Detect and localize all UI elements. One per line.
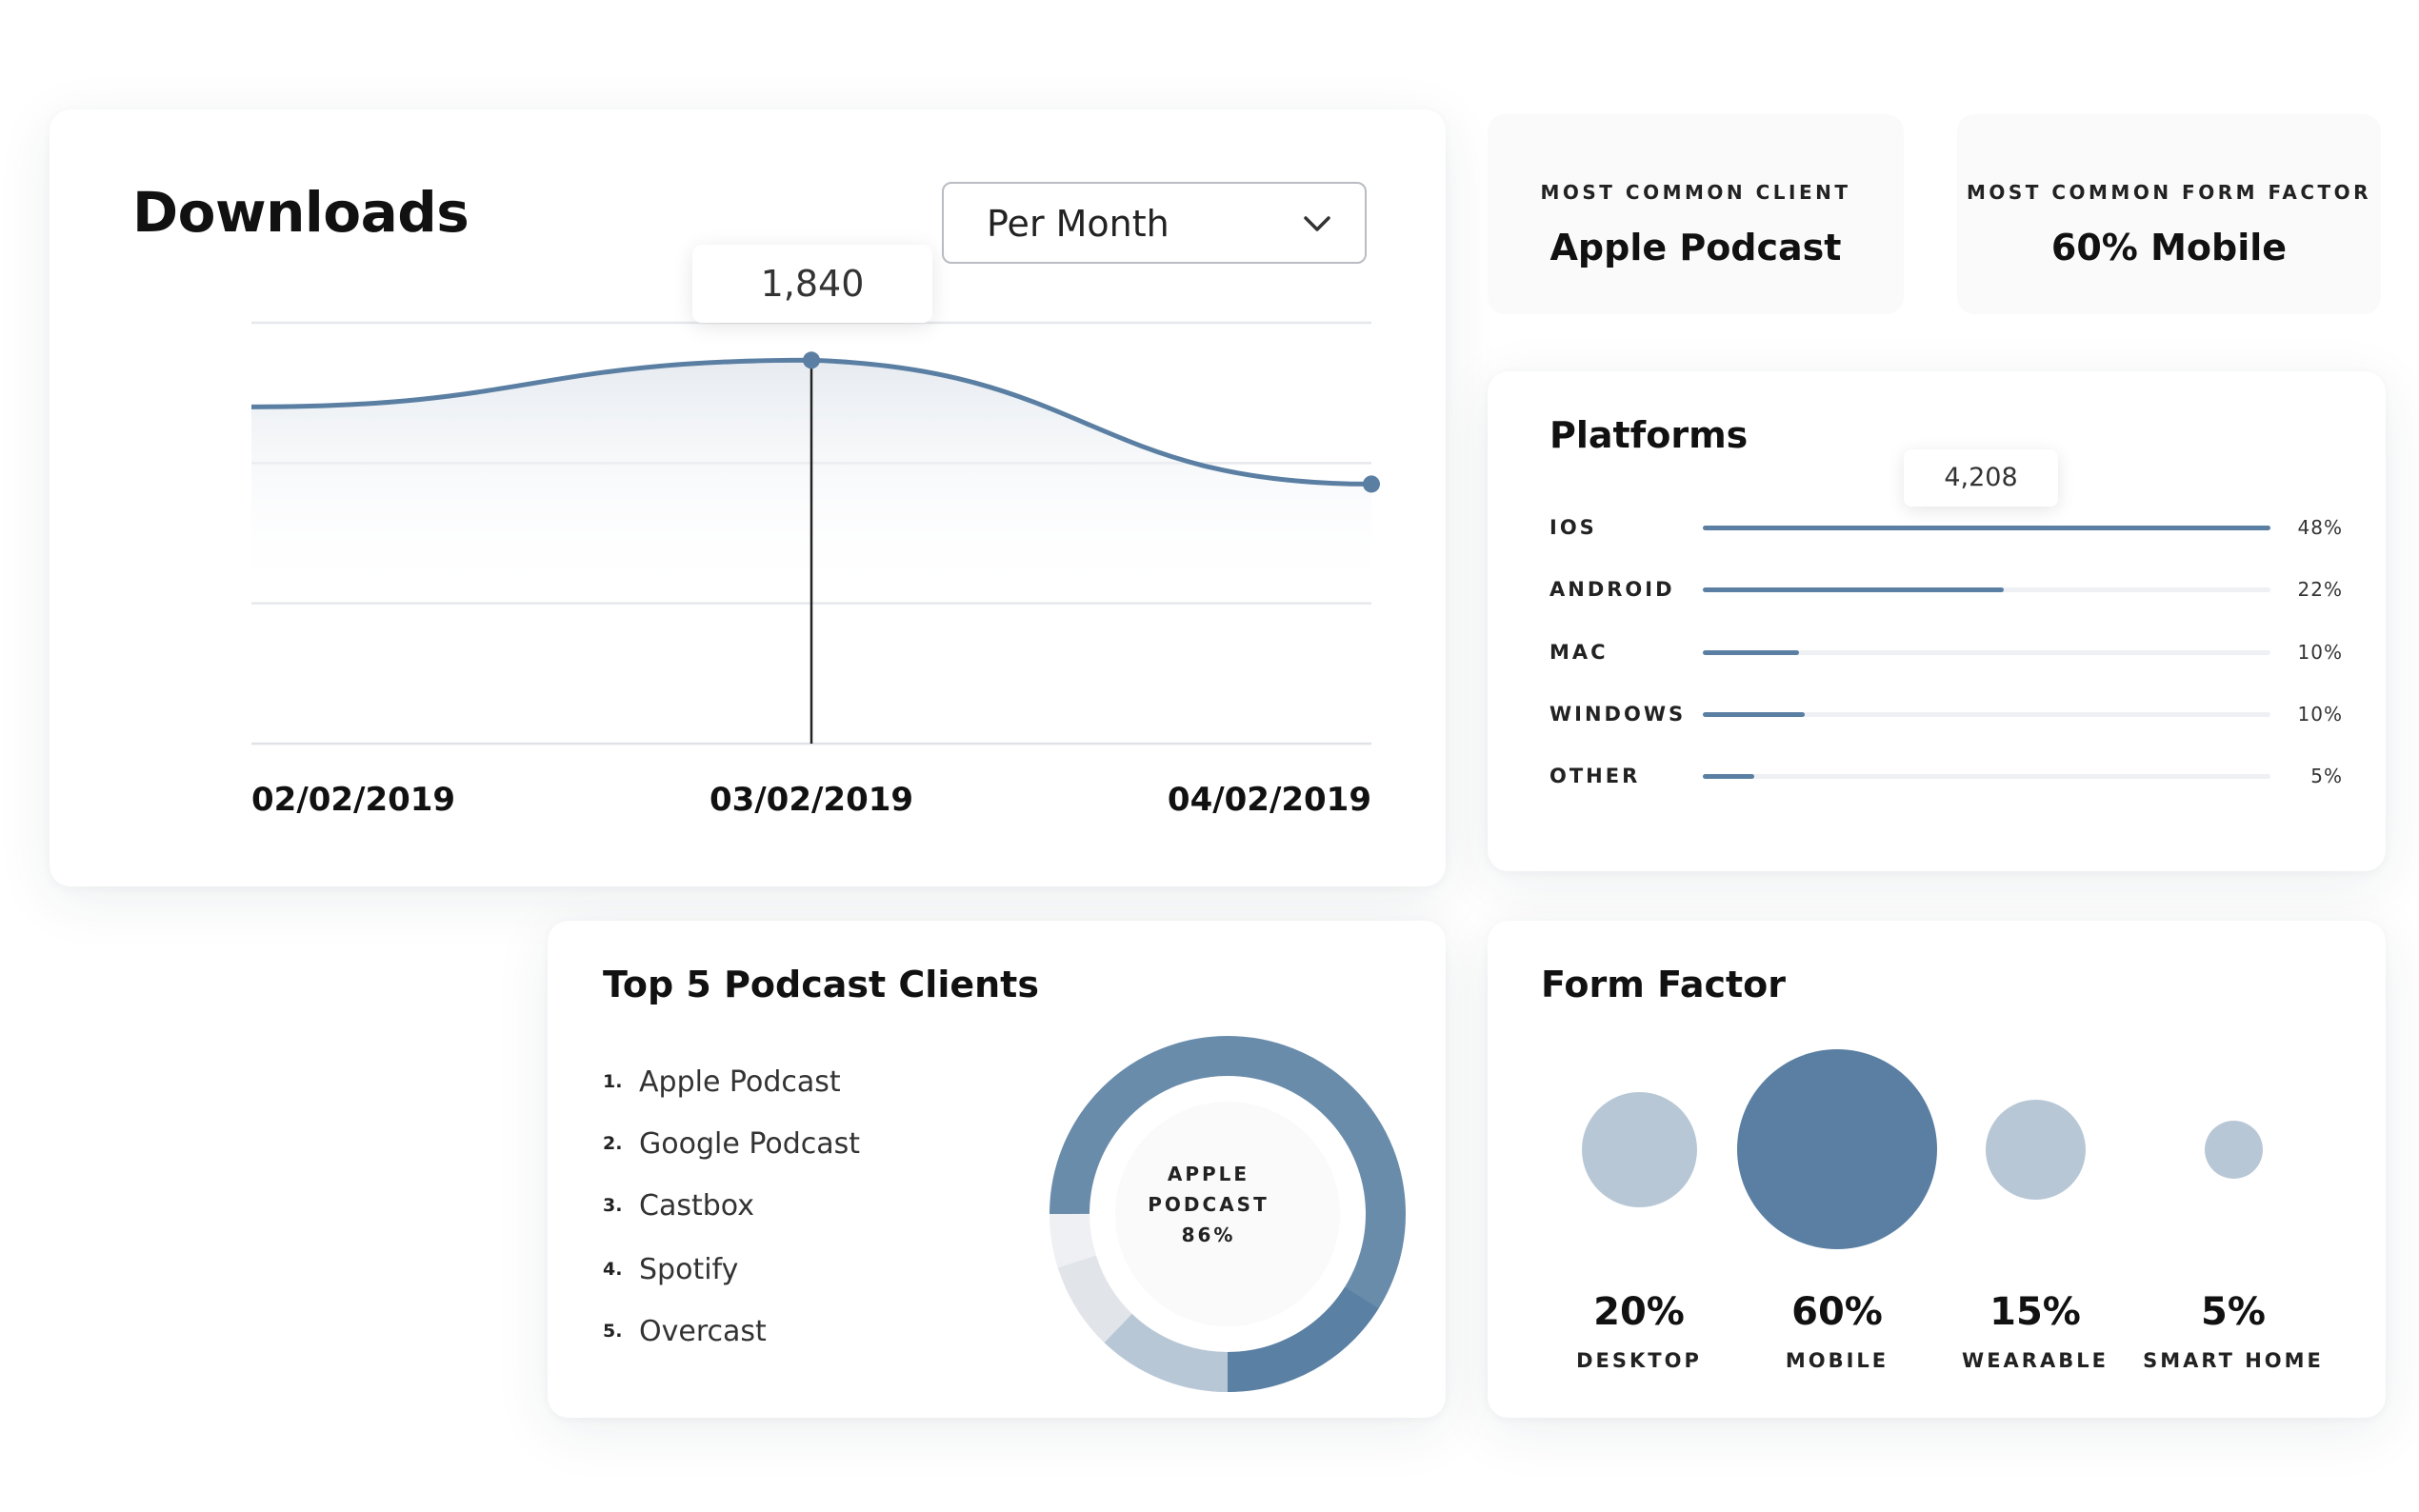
downloads-tooltip: 1,840 [692, 245, 932, 323]
platform-bar [1703, 774, 1754, 779]
form-factor-bubble [2204, 1120, 2263, 1179]
most-common-client-card: MOST COMMON CLIENT Apple Podcast [1488, 114, 1904, 314]
donut-segment-castbox [1104, 1313, 1229, 1393]
client-name: Castbox [639, 1189, 754, 1223]
form-factor-label: SMART HOME [2143, 1349, 2324, 1372]
platform-bar [1703, 712, 1806, 717]
donut-segment-overcast [1050, 1213, 1097, 1268]
form-factor-bubble [1985, 1099, 2086, 1200]
platform-row-other[interactable]: OTHER 5% [1488, 765, 2386, 803]
platform-tooltip: 4,208 [1904, 449, 2058, 507]
client-item[interactable]: 3. Castbox [603, 1189, 754, 1223]
client-rank: 4. [603, 1259, 623, 1280]
client-rank: 3. [603, 1195, 623, 1216]
donut-segment-spotify [1057, 1255, 1133, 1343]
form-factor-label: WEARABLE [1962, 1349, 2109, 1372]
platform-row-windows[interactable]: WINDOWS 10% [1488, 703, 2386, 741]
stat-value: 60% Mobile [2050, 227, 2288, 269]
platform-bar [1703, 526, 2270, 530]
form-factor-pct: 15% [1989, 1290, 2081, 1334]
client-name: Overcast [639, 1315, 767, 1348]
donut-center-line2: PODCAST [1148, 1193, 1269, 1216]
donut-center-label: APPLE PODCAST 86% [1125, 1159, 1292, 1250]
clients-title: Top 5 Podcast Clients [603, 964, 1039, 1005]
form-factor-label: MOBILE [1785, 1349, 1889, 1372]
top-clients-card: Top 5 Podcast Clients 1. Apple Podcast 2.… [548, 921, 1446, 1418]
client-item[interactable]: 4. Spotify [603, 1253, 738, 1286]
client-rank: 1. [603, 1071, 623, 1092]
platform-bar-track [1703, 650, 2270, 655]
form-factor-bubble [1737, 1049, 1937, 1249]
platform-bar [1703, 587, 2004, 592]
platform-bar-track [1703, 774, 2270, 779]
form-factor-mobile[interactable]: 60% MOBILE [1732, 921, 1942, 1418]
clients-donut-chart [1050, 1036, 1406, 1393]
data-point [803, 351, 820, 369]
client-name: Apple Podcast [639, 1065, 841, 1099]
stat-value: Apple Podcast [1549, 227, 1842, 269]
platform-row-ios[interactable]: IOS 48% [1488, 516, 2386, 554]
form-factor-pct: 60% [1791, 1290, 1883, 1334]
downloads-title: Downloads [132, 180, 470, 245]
stat-label: MOST COMMON FORM FACTOR [1966, 181, 2372, 204]
stat-label: MOST COMMON CLIENT [1540, 181, 1851, 204]
platforms-card: Platforms 4,208 IOS 48% ANDROID 22% MAC … [1488, 371, 2386, 871]
period-value: Per Month [987, 203, 1170, 245]
platform-pct: 5% [2310, 765, 2343, 787]
form-factor-smart-home[interactable]: 5% SMART HOME [2129, 921, 2338, 1418]
downloads-card: Downloads Per Month 02/02/2019 03/02/2019… [50, 109, 1446, 886]
form-factor-desktop[interactable]: 20% DESKTOP [1534, 921, 1744, 1418]
form-factor-label: DESKTOP [1576, 1349, 1702, 1372]
form-factor-wearable[interactable]: 15% WEARABLE [1930, 921, 2140, 1418]
platform-row-android[interactable]: ANDROID 22% [1488, 578, 2386, 616]
platform-pct: 48% [2297, 516, 2343, 539]
platform-pct: 10% [2297, 641, 2343, 664]
form-factor-pct: 5% [2201, 1290, 2266, 1334]
client-rank: 2. [603, 1133, 623, 1154]
donut-segment-google-podcast [1227, 1286, 1379, 1392]
platform-pct: 22% [2297, 578, 2343, 601]
platform-name: IOS [1549, 516, 1597, 539]
x-tick-label: 03/02/2019 [710, 781, 913, 819]
chevron-down-icon [1304, 216, 1330, 231]
platforms-title: Platforms [1549, 414, 1749, 456]
platform-bar-track [1703, 712, 2270, 717]
donut-center [1115, 1102, 1340, 1326]
form-factor-title: Form Factor [1541, 964, 1787, 1005]
downloads-line-chart: 02/02/2019 03/02/2019 04/02/2019 [250, 321, 1380, 819]
x-tick-label: 04/02/2019 [1168, 781, 1371, 819]
platform-name: WINDOWS [1549, 703, 1687, 726]
period-dropdown[interactable]: Per Month [942, 182, 1367, 264]
client-item[interactable]: 1. Apple Podcast [603, 1065, 841, 1099]
form-factor-card: Form Factor 20% DESKTOP 60% MOBILE 15% W… [1488, 921, 2386, 1418]
donut-center-line3: 86% [1181, 1224, 1236, 1246]
platform-name: OTHER [1549, 765, 1641, 787]
client-item[interactable]: 2. Google Podcast [603, 1127, 860, 1161]
client-item[interactable]: 5. Overcast [603, 1315, 767, 1348]
client-name: Google Podcast [639, 1127, 861, 1161]
most-common-form-factor-card: MOST COMMON FORM FACTOR 60% Mobile [1957, 114, 2381, 314]
form-factor-pct: 20% [1593, 1290, 1685, 1334]
data-point [1363, 475, 1380, 493]
platform-bar-track [1703, 526, 2270, 530]
client-name: Spotify [639, 1253, 739, 1286]
client-rank: 5. [603, 1321, 623, 1342]
platform-name: ANDROID [1549, 578, 1675, 601]
platform-bar [1703, 650, 1800, 655]
x-tick-label: 02/02/2019 [251, 781, 455, 819]
platform-pct: 10% [2297, 703, 2343, 726]
form-factor-bubble [1581, 1091, 1697, 1207]
platform-bar-track [1703, 587, 2270, 592]
platform-row-mac[interactable]: MAC 10% [1488, 641, 2386, 679]
platform-name: MAC [1549, 641, 1609, 664]
donut-center-line1: APPLE [1167, 1163, 1250, 1185]
